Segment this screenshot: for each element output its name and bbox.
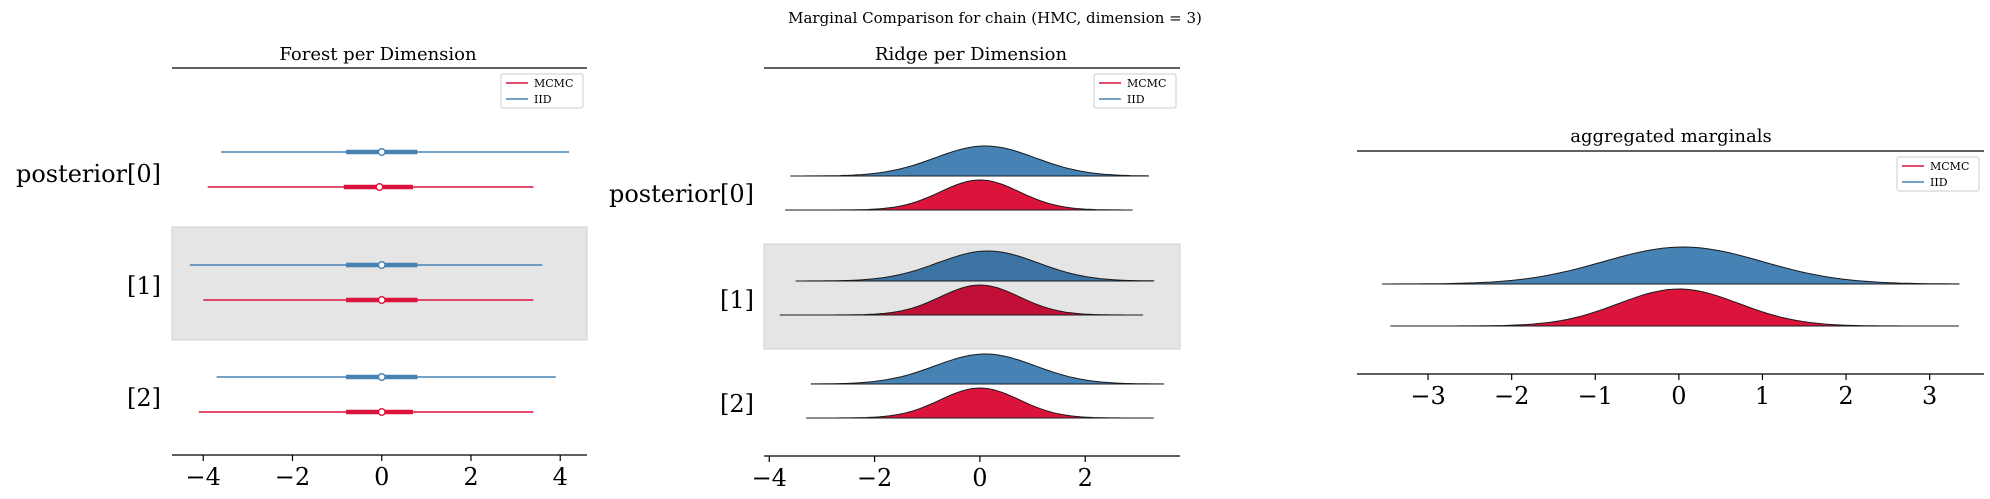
0-xtick-label: −4 — [186, 463, 221, 491]
figure-title: Marginal Comparison for chain (HMC, dime… — [788, 9, 1202, 27]
0-xtick-label: 2 — [463, 463, 478, 491]
forest-panel-title: Forest per Dimension — [279, 44, 477, 65]
2-xtick-label: 3 — [1922, 382, 1937, 410]
forest-iid-median — [377, 261, 386, 270]
forest-mcmc-median — [377, 408, 386, 417]
2-xtick-label: 0 — [1671, 382, 1686, 410]
0-xtick-label: 4 — [553, 463, 568, 491]
ridge-mcmc-density — [779, 284, 1144, 316]
row-label: [2] — [127, 384, 161, 412]
aggregated-panel-title: aggregated marginals — [1570, 126, 1771, 147]
2-xtick-label: 1 — [1755, 382, 1770, 410]
1-xtick-label: −2 — [857, 464, 892, 492]
row-label: [1] — [127, 272, 161, 300]
forest-shaded-row — [171, 226, 588, 341]
aggregated-panel: aggregated marginals −3 −2 −1 0 1 2 3 MCMC IID — [1357, 126, 1984, 410]
row-label: [2] — [720, 390, 754, 418]
legend-mcmc-label: MCMC — [1930, 160, 1969, 173]
aggregated-mcmc-density — [1390, 288, 1959, 327]
row-label: posterior[0] — [16, 160, 161, 188]
forest-iid-median — [377, 373, 386, 382]
2-xtick-label: −3 — [1410, 382, 1445, 410]
1-xtick-label: −4 — [752, 464, 787, 492]
legend-mcmc-label: MCMC — [534, 77, 573, 90]
forest-iid-median — [377, 147, 386, 156]
aggregated-iid-density — [1382, 246, 1960, 285]
legend-iid-label: IID — [534, 93, 552, 106]
ridge-panel: Ridge per Dimension posterior[0] [1] [2] −… — [609, 44, 1181, 492]
legend-mcmc-label: MCMC — [1127, 77, 1166, 90]
forest-mcmc-median — [375, 182, 384, 191]
0-xtick-label: −2 — [275, 463, 310, 491]
forest-panel: Forest per Dimension posterior[0][1][2] … — [16, 44, 588, 491]
forest-mcmc-median — [377, 296, 386, 305]
ridge-panel-title: Ridge per Dimension — [875, 44, 1068, 65]
aggregated-legend: MCMC IID — [1896, 156, 1980, 192]
2-xtick-label: −1 — [1578, 382, 1613, 410]
ridge-iid-density — [790, 145, 1149, 177]
2-xtick-label: 2 — [1838, 382, 1853, 410]
legend-iid-label: IID — [1930, 176, 1948, 189]
ridge-iid-density — [795, 250, 1155, 282]
2-xtick-label: −2 — [1494, 382, 1529, 410]
ridge-legend: MCMC IID — [1093, 73, 1177, 109]
0-xtick-label: 0 — [374, 463, 389, 491]
forest-legend: MCMC IID — [500, 73, 584, 109]
1-xtick-label: 0 — [972, 464, 987, 492]
legend-iid-label: IID — [1127, 93, 1145, 106]
ridge-iid-density — [810, 353, 1165, 385]
row-label: [1] — [720, 286, 754, 314]
1-xtick-label: 2 — [1078, 464, 1093, 492]
row-label: posterior[0] — [609, 180, 754, 208]
ridge-mcmc-density — [785, 179, 1133, 211]
ridge-mcmc-density — [806, 387, 1154, 419]
